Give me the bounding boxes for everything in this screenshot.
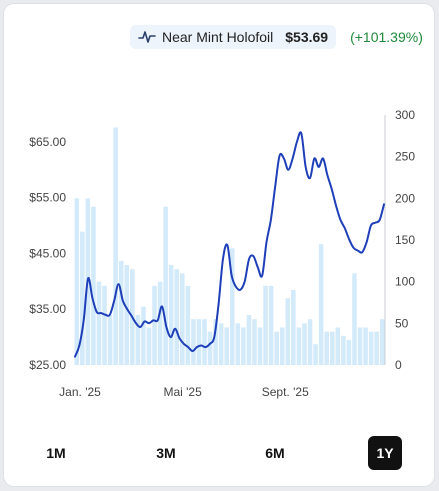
right-axis-tick-label: 250 <box>395 150 415 164</box>
volume-bar <box>230 248 235 365</box>
volume-bar <box>341 335 346 365</box>
volume-bar <box>335 327 341 365</box>
left-axis-tick-label: $55.00 <box>29 191 66 205</box>
volume-bar <box>163 206 168 365</box>
left-axis-tick-label: $35.00 <box>29 302 66 316</box>
volume-bar <box>196 319 202 365</box>
volume-bar <box>291 290 296 365</box>
volume-bar <box>246 315 252 365</box>
volume-bar <box>168 265 174 365</box>
x-axis-tick-label: Sept. '25 <box>262 385 309 399</box>
period-button-1m[interactable]: 1M <box>39 436 73 470</box>
volume-bar <box>107 315 113 365</box>
x-axis-tick-label: Jan. '25 <box>59 385 101 399</box>
volume-bar <box>357 327 363 365</box>
volume-bar <box>263 285 268 365</box>
period-button-3m[interactable]: 3M <box>149 436 183 470</box>
chart-legend: Near Mint Holofoil $53.69 (+101.39%) <box>130 22 423 52</box>
x-axis-tick-label: Mai '25 <box>163 385 202 399</box>
right-axis-tick-label: 200 <box>395 191 415 205</box>
volume-bar <box>241 327 246 365</box>
period-selector: 1M 3M 6M 1Y <box>4 436 434 472</box>
volume-bar <box>157 281 163 365</box>
volume-bar <box>318 244 324 365</box>
volume-bar <box>302 323 307 365</box>
legend-percent-change: (+101.39%) <box>350 29 423 45</box>
volume-bar <box>185 285 191 365</box>
volume-bar <box>213 319 218 365</box>
legend-series-name: Near Mint Holofoil <box>162 29 274 45</box>
volume-bar <box>285 298 291 365</box>
volume-bar <box>252 319 257 365</box>
volume-bar <box>146 327 152 365</box>
volume-bar <box>313 344 318 365</box>
volume-bar <box>307 319 313 365</box>
period-button-6m[interactable]: 6M <box>258 436 292 470</box>
volume-bar <box>257 327 263 365</box>
volume-bar <box>235 323 241 365</box>
left-axis-tick-label: $45.00 <box>29 246 66 260</box>
line-chart-icon <box>138 31 156 43</box>
left-axis-tick-label: $25.00 <box>29 358 66 372</box>
volume-bar <box>118 260 124 365</box>
right-axis-tick-label: 300 <box>395 108 415 122</box>
volume-bar <box>96 281 102 365</box>
volume-bar <box>363 327 368 365</box>
volume-bar <box>141 306 146 365</box>
volume-bar <box>102 285 107 365</box>
volume-bar <box>74 198 80 365</box>
volume-bar <box>124 265 130 365</box>
period-button-1y[interactable]: 1Y <box>368 436 402 470</box>
volume-bar <box>207 331 213 365</box>
volume-bar <box>279 327 285 365</box>
volume-bar <box>174 269 180 365</box>
left-axis-tick-label: $65.00 <box>29 135 66 149</box>
right-axis-tick-label: 0 <box>395 358 402 372</box>
volume-bar <box>180 273 185 365</box>
volume-bar <box>296 327 302 365</box>
volume-bar <box>202 319 207 365</box>
right-axis-tick-label: 150 <box>395 233 415 247</box>
volume-bar <box>329 331 335 365</box>
volume-bar <box>224 327 229 365</box>
volume-bar <box>135 315 141 365</box>
volume-bar <box>113 127 118 365</box>
volume-bar <box>379 319 385 365</box>
volume-bar <box>91 206 96 365</box>
volume-bar <box>152 285 157 365</box>
right-axis-tick-label: 100 <box>395 275 415 289</box>
price-line <box>74 131 385 358</box>
price-history-chart: $25.00 $35.00 $45.00 $55.00 $65.00 0 50 100 150 2… <box>29 108 415 399</box>
volume-bar <box>80 231 85 365</box>
volume-bar <box>324 331 329 365</box>
volume-bar <box>274 331 279 365</box>
volume-bar <box>352 273 357 365</box>
volume-bar <box>374 331 379 365</box>
price-history-card: $25.00 $35.00 $45.00 $55.00 $65.00 0 50 100 150 2… <box>4 4 434 486</box>
volume-bar <box>191 319 196 365</box>
volume-bar <box>268 285 274 365</box>
legend-current-price: $53.69 <box>285 29 329 45</box>
volume-bar <box>218 323 224 365</box>
right-axis-tick-label: 50 <box>395 316 409 330</box>
legend-series-chip[interactable]: Near Mint Holofoil $53.69 <box>130 25 337 49</box>
volume-bar <box>368 331 374 365</box>
volume-bar <box>346 340 352 365</box>
